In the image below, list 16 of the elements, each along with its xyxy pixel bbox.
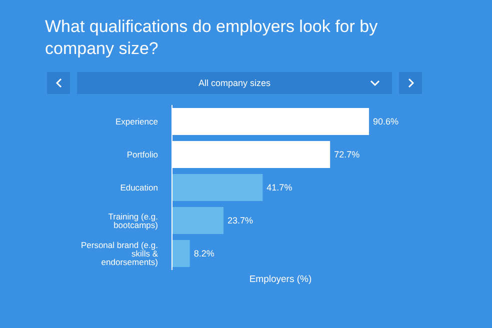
data-label: 72.7% <box>334 149 360 160</box>
data-label: 8.2% <box>194 248 214 258</box>
bar <box>172 174 263 201</box>
data-label: 41.7% <box>266 182 292 192</box>
y-tick-label: Training (e.g. bootcamps) <box>108 211 158 230</box>
dropdown-field: All company sizes <box>77 72 392 94</box>
x-axis-title: Employers (%) <box>248 274 313 285</box>
bar <box>172 206 224 234</box>
y-tick-label: Experience <box>115 116 158 127</box>
data-label: 90.6% <box>373 116 399 126</box>
y-tick-label: Education <box>120 182 158 193</box>
y-tick-label: Portfolio <box>126 150 158 160</box>
y-tick-label: Personal brand (e.g. skills & endorsements) <box>80 240 158 268</box>
bar <box>172 240 190 267</box>
data-label: 23.7% <box>228 215 254 226</box>
chart-title: What qualifications do employers look for by company size? <box>45 16 379 60</box>
